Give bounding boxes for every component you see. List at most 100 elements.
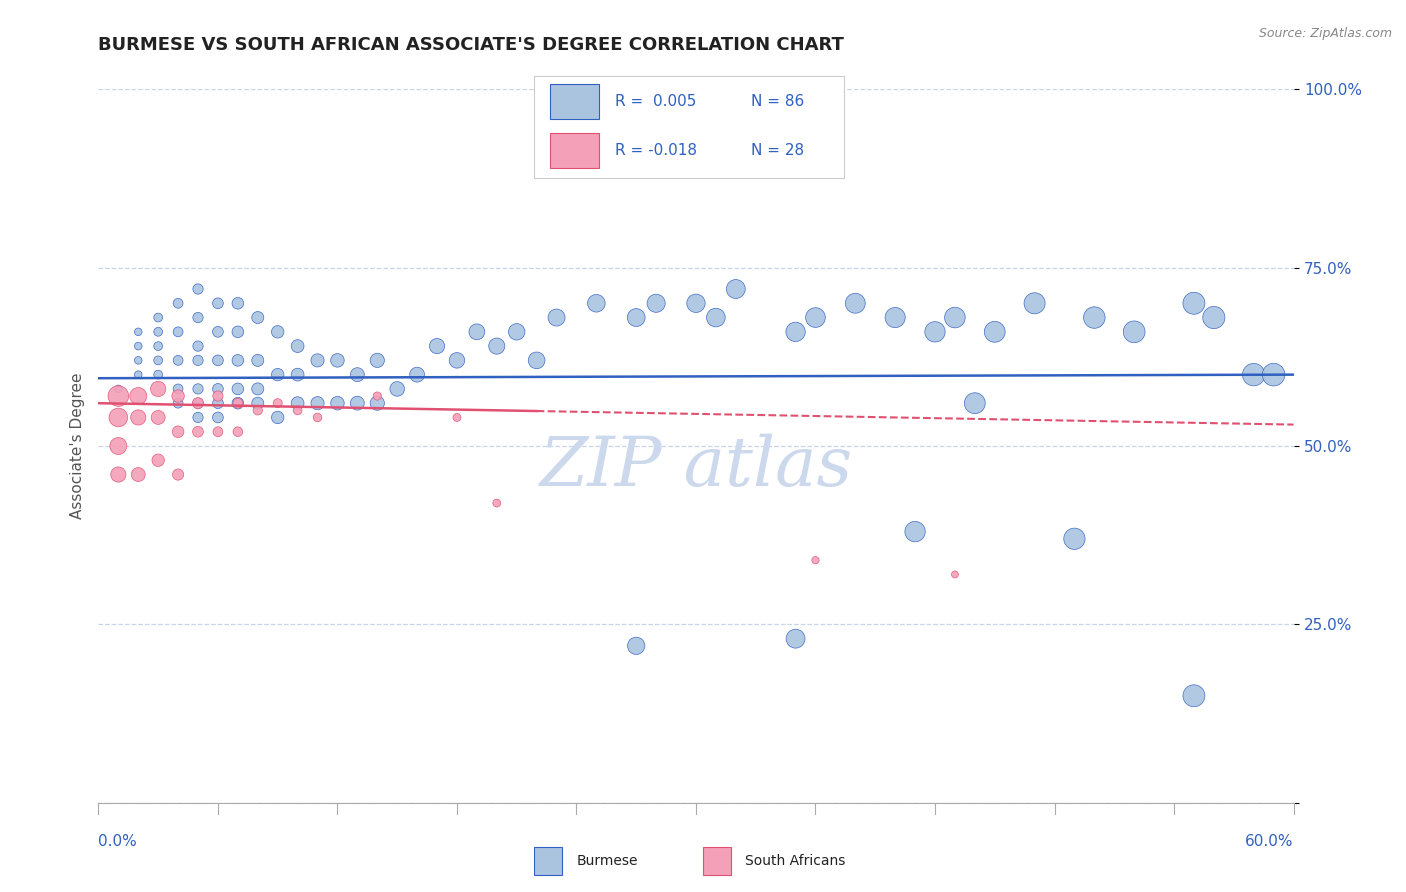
Point xyxy=(485,496,508,510)
Point xyxy=(148,310,170,325)
Point xyxy=(187,339,209,353)
Point xyxy=(366,353,388,368)
Point xyxy=(127,389,149,403)
Point xyxy=(187,310,209,325)
Point xyxy=(506,325,529,339)
Point xyxy=(1182,296,1205,310)
Point xyxy=(167,389,190,403)
Point xyxy=(963,396,986,410)
Point xyxy=(287,403,309,417)
Point xyxy=(724,282,747,296)
Point xyxy=(127,339,149,353)
Point xyxy=(246,403,269,417)
Point xyxy=(148,325,170,339)
Y-axis label: Associate's Degree: Associate's Degree xyxy=(69,373,84,519)
Point xyxy=(187,425,209,439)
Point xyxy=(1024,296,1046,310)
Point xyxy=(148,353,170,368)
Bar xyxy=(534,847,562,875)
Point xyxy=(187,353,209,368)
Point xyxy=(983,325,1005,339)
Point xyxy=(904,524,927,539)
Point xyxy=(287,368,309,382)
Point xyxy=(127,325,149,339)
Point xyxy=(107,467,129,482)
Point xyxy=(187,382,209,396)
Point xyxy=(207,410,229,425)
Text: Burmese: Burmese xyxy=(576,854,638,868)
Point xyxy=(465,325,488,339)
Point xyxy=(187,396,209,410)
Point xyxy=(167,425,190,439)
Point xyxy=(446,353,468,368)
Point xyxy=(226,382,249,396)
Point xyxy=(267,368,290,382)
Point xyxy=(346,396,368,410)
Point xyxy=(624,639,647,653)
Text: R =  0.005: R = 0.005 xyxy=(614,94,696,109)
Bar xyxy=(550,84,599,119)
Point xyxy=(148,339,170,353)
Point xyxy=(1083,310,1105,325)
Point xyxy=(844,296,866,310)
Point xyxy=(127,353,149,368)
Point xyxy=(207,425,229,439)
Point xyxy=(148,453,170,467)
Point xyxy=(246,310,269,325)
Text: South Africans: South Africans xyxy=(745,854,845,868)
Point xyxy=(207,296,229,310)
Bar xyxy=(703,847,731,875)
Point xyxy=(107,389,129,403)
Point xyxy=(267,396,290,410)
Point xyxy=(366,389,388,403)
Point xyxy=(943,567,966,582)
Point xyxy=(246,353,269,368)
Point xyxy=(226,396,249,410)
Point xyxy=(366,396,388,410)
Text: 60.0%: 60.0% xyxy=(1246,834,1294,849)
Point xyxy=(1182,689,1205,703)
Point xyxy=(127,467,149,482)
Point xyxy=(307,353,329,368)
Point xyxy=(167,325,190,339)
Point xyxy=(167,353,190,368)
Point xyxy=(585,296,607,310)
Point xyxy=(307,396,329,410)
Text: ZIP atlas: ZIP atlas xyxy=(540,434,852,500)
Point xyxy=(167,382,190,396)
Text: BURMESE VS SOUTH AFRICAN ASSOCIATE'S DEGREE CORRELATION CHART: BURMESE VS SOUTH AFRICAN ASSOCIATE'S DEG… xyxy=(98,36,844,54)
Point xyxy=(187,396,209,410)
Text: N = 28: N = 28 xyxy=(751,144,804,158)
Point xyxy=(226,296,249,310)
Bar xyxy=(550,133,599,168)
Point xyxy=(326,396,349,410)
Point xyxy=(1063,532,1085,546)
Text: R = -0.018: R = -0.018 xyxy=(614,144,697,158)
Point xyxy=(1243,368,1265,382)
Point xyxy=(704,310,727,325)
Point xyxy=(785,632,807,646)
Point xyxy=(406,368,429,382)
Point xyxy=(107,439,129,453)
Point xyxy=(485,339,508,353)
Point xyxy=(804,310,827,325)
Point xyxy=(246,396,269,410)
Text: N = 86: N = 86 xyxy=(751,94,804,109)
Point xyxy=(426,339,449,353)
Point xyxy=(1263,368,1285,382)
Point xyxy=(1202,310,1225,325)
Point xyxy=(148,410,170,425)
Point xyxy=(107,382,129,396)
Point xyxy=(884,310,907,325)
Point xyxy=(943,310,966,325)
Point xyxy=(287,339,309,353)
Point xyxy=(685,296,707,310)
Point xyxy=(346,368,368,382)
Point xyxy=(226,396,249,410)
Point xyxy=(526,353,548,368)
Point xyxy=(207,353,229,368)
Point xyxy=(307,410,329,425)
Point xyxy=(107,410,129,425)
Point xyxy=(127,410,149,425)
Point xyxy=(148,368,170,382)
